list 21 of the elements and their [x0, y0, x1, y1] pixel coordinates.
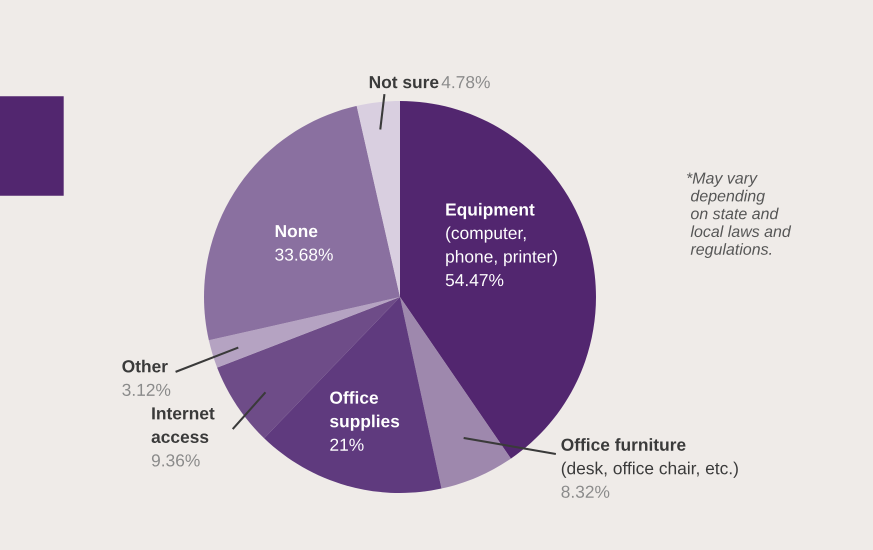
slice-label: Equipment (computer, phone, printer) — [446, 202, 557, 266]
data-label: 21% — [330, 438, 364, 451]
data-label: 8.32% — [561, 486, 610, 498]
data-label: 9.36% — [152, 454, 200, 467]
slice-label: Office supplies — [330, 391, 400, 431]
data-label: 33.68% — [275, 248, 333, 261]
text: *May vary depending on state and local laws and regulations. — [686, 172, 792, 258]
pie-slice — [208, 297, 400, 368]
pie-slice — [204, 106, 400, 340]
slice-label: Office furniture (desk, office chair, etc.) — [561, 438, 738, 478]
pie-slice — [400, 297, 511, 489]
slice-label: None — [276, 225, 318, 238]
pie-slice — [264, 297, 442, 493]
data-label: 3.12% — [122, 384, 170, 396]
slice-label: Internet access — [152, 407, 215, 444]
slice-label: Not sure — [370, 76, 438, 88]
data-label: 54.47% — [446, 274, 504, 286]
pie-slice — [356, 101, 400, 297]
slice-label: Other — [122, 360, 168, 372]
pie-slice — [217, 297, 400, 438]
data-label: 4.78% — [442, 76, 490, 88]
